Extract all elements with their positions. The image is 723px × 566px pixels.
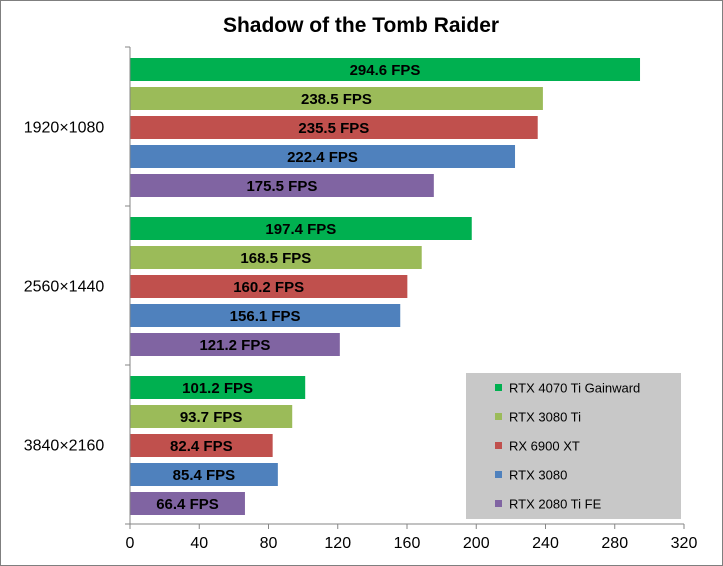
bar	[130, 304, 401, 327]
data-label: 156.1 FPS	[230, 308, 301, 325]
legend-label: RTX 4070 Ti Gainward	[509, 381, 640, 396]
data-label: 101.2 FPS	[182, 380, 253, 397]
data-label: 294.6 FPS	[350, 62, 421, 79]
legend-label: RTX 2080 Ti FE	[509, 497, 602, 512]
bar	[130, 58, 641, 81]
data-label: 175.5 FPS	[246, 178, 317, 195]
x-tick-label: 200	[463, 535, 490, 552]
bar	[130, 275, 408, 298]
legend-label: RTX 3080	[509, 468, 567, 483]
data-label: 93.7 FPS	[180, 409, 243, 426]
bar	[130, 174, 434, 197]
x-tick-label: 320	[671, 535, 698, 552]
data-label: 235.5 FPS	[298, 120, 369, 137]
bar	[130, 492, 245, 515]
bar	[130, 463, 278, 486]
bar	[130, 116, 538, 139]
x-tick-label: 120	[324, 535, 351, 552]
category-label: 2560×1440	[24, 279, 105, 296]
bar	[130, 434, 273, 457]
data-label: 238.5 FPS	[301, 91, 372, 108]
bar	[130, 87, 543, 110]
bar	[130, 246, 422, 269]
legend-swatch	[495, 471, 502, 478]
data-label: 85.4 FPS	[173, 467, 236, 484]
legend-swatch	[495, 413, 502, 420]
category-label: 3840×2160	[24, 438, 105, 455]
data-label: 82.4 FPS	[170, 438, 233, 455]
x-tick-label: 80	[260, 535, 278, 552]
bar	[130, 405, 293, 428]
bar	[130, 376, 306, 399]
legend-label: RX 6900 XT	[509, 439, 580, 454]
data-label: 168.5 FPS	[240, 250, 311, 267]
x-tick-label: 160	[394, 535, 421, 552]
legend: RTX 4070 Ti Gainward RTX 3080 Ti RX 6900 X…	[466, 373, 681, 519]
plot-area: 294.6 FPS 238.5 FPS 235.5 FPS 222.4 FPS 175.…	[24, 46, 698, 552]
bar	[130, 217, 472, 240]
data-label: 197.4 FPS	[265, 221, 336, 238]
x-tick-label: 0	[126, 535, 135, 552]
legend-swatch	[495, 500, 502, 507]
x-tick-label: 280	[601, 535, 628, 552]
data-label: 222.4 FPS	[287, 149, 358, 166]
legend-swatch	[495, 442, 502, 449]
chart-title: Shadow of the Tomb Raider	[223, 14, 499, 37]
data-label: 121.2 FPS	[199, 337, 270, 354]
data-label: 66.4 FPS	[156, 496, 219, 513]
data-label: 160.2 FPS	[233, 279, 304, 296]
x-tick-label: 240	[532, 535, 559, 552]
bar	[130, 145, 516, 168]
x-tick-label: 40	[190, 535, 208, 552]
legend-swatch	[495, 384, 502, 391]
category-label: 1920×1080	[24, 120, 105, 137]
bar	[130, 333, 340, 356]
legend-label: RTX 3080 Ti	[509, 410, 581, 425]
